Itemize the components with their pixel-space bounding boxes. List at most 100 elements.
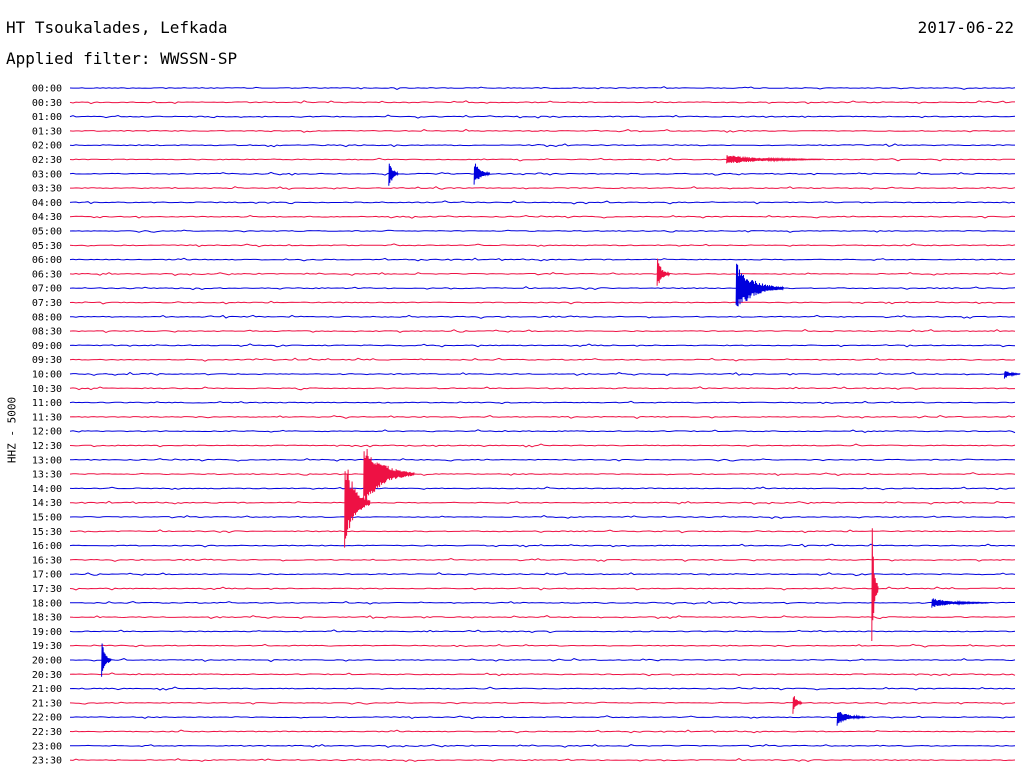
trace-1530	[69, 529, 1015, 534]
time-tick-label: 09:00	[32, 341, 62, 352]
trace-0030	[69, 100, 1015, 105]
time-tick-label: 05:00	[32, 227, 62, 238]
time-tick-label: 10:30	[32, 384, 62, 395]
seismic-event	[871, 528, 879, 642]
time-tick-label: 15:00	[32, 513, 62, 524]
trace-1900	[69, 629, 1016, 634]
trace-1930	[69, 643, 1015, 648]
time-tick-label: 18:30	[32, 613, 62, 624]
time-tick-label: 02:00	[32, 141, 62, 152]
time-tick-label: 08:30	[32, 327, 62, 338]
seismic-event	[388, 163, 399, 186]
trace-1400	[69, 486, 1016, 491]
time-tick-label: 04:00	[32, 198, 62, 209]
trace-0430	[69, 214, 1016, 219]
trace-0700	[69, 286, 1016, 291]
seismic-event	[344, 469, 371, 548]
trace-1600	[69, 543, 1015, 548]
trace-1730	[69, 586, 1015, 591]
time-tick-label: 01:30	[32, 126, 62, 137]
time-tick-label: 17:30	[32, 584, 62, 595]
trace-1030	[69, 386, 1015, 391]
trace-2130	[69, 701, 1016, 705]
time-tick-label: 00:00	[32, 84, 62, 95]
trace-0730	[69, 300, 1016, 305]
seismic-event	[836, 711, 866, 726]
trace-1330	[69, 472, 1016, 477]
filter-label: Applied filter: WWSSN-SP	[6, 49, 238, 68]
time-tick-label: 09:30	[32, 355, 62, 366]
trace-0330	[70, 186, 1016, 190]
seismic-event	[735, 263, 784, 307]
time-tick-label: 06:00	[32, 255, 62, 266]
time-tick-label: 12:30	[32, 441, 62, 452]
trace-0230	[69, 157, 1016, 162]
time-tick-label: 01:00	[32, 112, 62, 123]
seismic-event	[931, 598, 989, 608]
time-tick-label: 02:30	[32, 155, 62, 166]
time-tick-label: 23:00	[32, 741, 62, 752]
trace-1430	[70, 500, 1016, 505]
trace-2100	[69, 686, 1016, 691]
time-tick-label: 07:30	[32, 298, 62, 309]
trace-0600	[69, 257, 1016, 262]
seismic-event	[1003, 370, 1021, 379]
trace-2030	[69, 672, 1016, 677]
time-tick-label: 04:30	[32, 212, 62, 223]
seismic-event	[101, 643, 112, 677]
time-tick-label: 13:30	[32, 470, 62, 481]
trace-0100	[69, 114, 1016, 119]
time-tick-label: 21:30	[32, 698, 62, 709]
trace-0630	[69, 271, 1016, 276]
trace-1800	[69, 600, 1015, 605]
trace-0800	[69, 314, 1016, 319]
trace-1700	[70, 572, 1016, 577]
trace-2330	[69, 758, 1016, 763]
time-tick-label: 20:00	[32, 656, 62, 667]
trace-1000	[69, 371, 1016, 376]
time-tick-label: 11:00	[32, 398, 62, 409]
time-tick-label: 22:00	[32, 713, 62, 724]
time-tick-label: 13:00	[32, 455, 62, 466]
time-tick-label: 05:30	[32, 241, 62, 252]
time-tick-label: 19:30	[32, 641, 62, 652]
trace-1830	[69, 615, 1016, 620]
trace-0530	[69, 243, 1016, 248]
time-tick-label: 14:30	[32, 498, 62, 509]
trace-0830	[69, 329, 1016, 334]
seismic-event	[656, 258, 671, 286]
time-tick-label: 10:00	[32, 370, 62, 381]
trace-2000	[70, 658, 1016, 663]
time-tick-label: 18:00	[32, 598, 62, 609]
time-tick-label: 12:00	[32, 427, 62, 438]
time-tick-label: 21:00	[32, 684, 62, 695]
trace-2230	[69, 729, 1016, 734]
trace-0000	[69, 86, 1016, 90]
trace-1230	[69, 443, 1016, 448]
date-label: 2017-06-22	[917, 18, 1014, 37]
trace-0900	[69, 343, 1016, 348]
time-tick-label: 03:00	[32, 169, 62, 180]
time-tick-label: 14:00	[32, 484, 62, 495]
trace-0400	[69, 200, 1016, 205]
time-tick-label: 22:30	[32, 727, 62, 738]
seismic-event	[363, 448, 415, 507]
time-tick-label: 20:30	[32, 670, 62, 681]
trace-0200	[69, 143, 1015, 148]
time-tick-label: 03:30	[32, 184, 62, 195]
trace-1130	[69, 414, 1016, 419]
trace-1200	[69, 429, 1016, 434]
trace-1500	[69, 515, 1016, 519]
trace-0130	[69, 128, 1016, 133]
station-title: HT Tsoukalades, Lefkada	[6, 18, 228, 37]
trace-1300	[69, 458, 1016, 462]
seismic-event	[792, 696, 803, 714]
time-tick-label: 06:30	[32, 269, 62, 280]
trace-0500	[69, 229, 1016, 233]
trace-1630	[69, 557, 1016, 562]
trace-2200	[69, 715, 1016, 720]
time-tick-label: 00:30	[32, 98, 62, 109]
trace-2300	[70, 743, 1016, 748]
trace-0930	[69, 357, 1016, 362]
